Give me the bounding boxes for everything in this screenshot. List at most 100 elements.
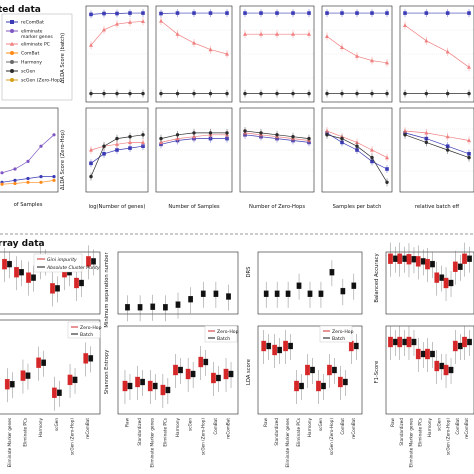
- legend-marker-1: [10, 29, 14, 33]
- data-point: [128, 20, 132, 24]
- box: [19, 269, 24, 276]
- box: [79, 279, 84, 287]
- legend-marker-2: [9, 41, 15, 46]
- data-point: [424, 91, 429, 96]
- data-point: [370, 91, 374, 96]
- box: [316, 380, 321, 392]
- zh-batch-legend-3: Zero-Hop Batch: [319, 325, 354, 343]
- data-point: [403, 133, 407, 137]
- data-point: [102, 144, 106, 148]
- xlabel-2: Number of Zero-Hops: [249, 204, 305, 210]
- data-point: [0, 171, 4, 175]
- box: [198, 356, 204, 368]
- data-point: [128, 11, 132, 15]
- box: [4, 379, 10, 390]
- data-point: [403, 128, 407, 133]
- box: [411, 256, 417, 263]
- box: [147, 380, 153, 392]
- data-point: [26, 176, 30, 181]
- top-panel-r1-c3: Samples per batch: [321, 107, 393, 210]
- data-point: [115, 21, 119, 26]
- data-point: [385, 155, 389, 160]
- data-point: [89, 43, 93, 47]
- data-point: [243, 32, 247, 36]
- series-line-scGen: [404, 134, 470, 158]
- data-point: [370, 58, 374, 63]
- box: [25, 372, 31, 379]
- series-line-eliminate-PC: [404, 130, 470, 141]
- box: [263, 290, 269, 297]
- box: [283, 340, 288, 352]
- data-point: [13, 181, 17, 186]
- top-panel-r0-c0: [85, 5, 149, 103]
- data-point: [208, 131, 213, 135]
- box: [74, 277, 79, 289]
- data-point: [445, 91, 450, 96]
- data-point: [445, 49, 450, 54]
- category-label: Raw: [390, 417, 395, 426]
- data-point: [141, 91, 145, 96]
- box: [402, 338, 408, 346]
- box: [448, 279, 454, 287]
- legend-gini-label: Gini impurity: [47, 257, 77, 263]
- zh-batch-legend-2: Zero-Hop Batch: [204, 325, 239, 343]
- zh-batch-legend: Zero-Hop Batch: [67, 321, 102, 339]
- box-panel-balacc: [385, 242, 474, 315]
- legend-batch-label-2: Batch: [217, 336, 230, 342]
- data-point: [424, 130, 429, 135]
- category-label: Eliminate PCs: [418, 418, 423, 447]
- box: [452, 340, 458, 352]
- data-point: [13, 167, 17, 171]
- lda-ylabel: LDA score: [246, 359, 252, 385]
- data-point: [13, 178, 17, 182]
- data-point: [192, 11, 196, 15]
- legend-marker-0: [10, 20, 14, 24]
- category-label: Harmony: [427, 417, 432, 437]
- box: [14, 267, 19, 278]
- box: [152, 382, 158, 390]
- data-point: [52, 133, 56, 137]
- box: [150, 303, 156, 310]
- category-label: Eliminate Marker genes: [7, 418, 12, 467]
- top-row1-ylabel: ΔLDA Score (batch): [60, 33, 66, 83]
- data-point: [259, 11, 263, 15]
- box: [393, 255, 398, 262]
- box: [140, 378, 145, 386]
- bottom-section-title: rray data: [0, 239, 45, 249]
- data-point: [89, 91, 93, 96]
- box: [439, 362, 445, 370]
- box: [274, 290, 280, 297]
- xlabel-0: log(Number of genes): [89, 204, 146, 210]
- category-label: scGen (Zero-Hop): [200, 418, 205, 456]
- box: [434, 360, 440, 372]
- box: [406, 336, 412, 348]
- box: [457, 263, 463, 270]
- data-point: [128, 91, 132, 96]
- data-point: [115, 11, 119, 16]
- data-point: [141, 133, 145, 137]
- shannon-ylabel: Shannon Entropy: [104, 350, 110, 395]
- legend-frame: [1, 13, 73, 101]
- box: [56, 389, 62, 396]
- data-point: [325, 128, 329, 133]
- data-point: [355, 54, 359, 58]
- box-panel-purity: [0, 245, 101, 315]
- box: [125, 304, 130, 311]
- box: [318, 290, 324, 297]
- data-point: [385, 60, 389, 65]
- data-point: [325, 34, 329, 38]
- top-panel-r1-c1: Number of Samples: [155, 107, 233, 210]
- box: [425, 348, 430, 360]
- box: [327, 364, 332, 376]
- data-point: [275, 133, 279, 137]
- box: [7, 260, 12, 268]
- box: [467, 338, 472, 346]
- data-point: [275, 91, 279, 96]
- bal-acc-ylabel: Balanced Accuracy: [374, 253, 380, 302]
- category-label: reComBat: [226, 418, 231, 439]
- box: [122, 380, 128, 392]
- category-label: Raw: [124, 417, 129, 426]
- box-panel-drs: [257, 251, 363, 315]
- left-partial-panel: of Samples: [0, 107, 59, 208]
- box: [420, 350, 426, 358]
